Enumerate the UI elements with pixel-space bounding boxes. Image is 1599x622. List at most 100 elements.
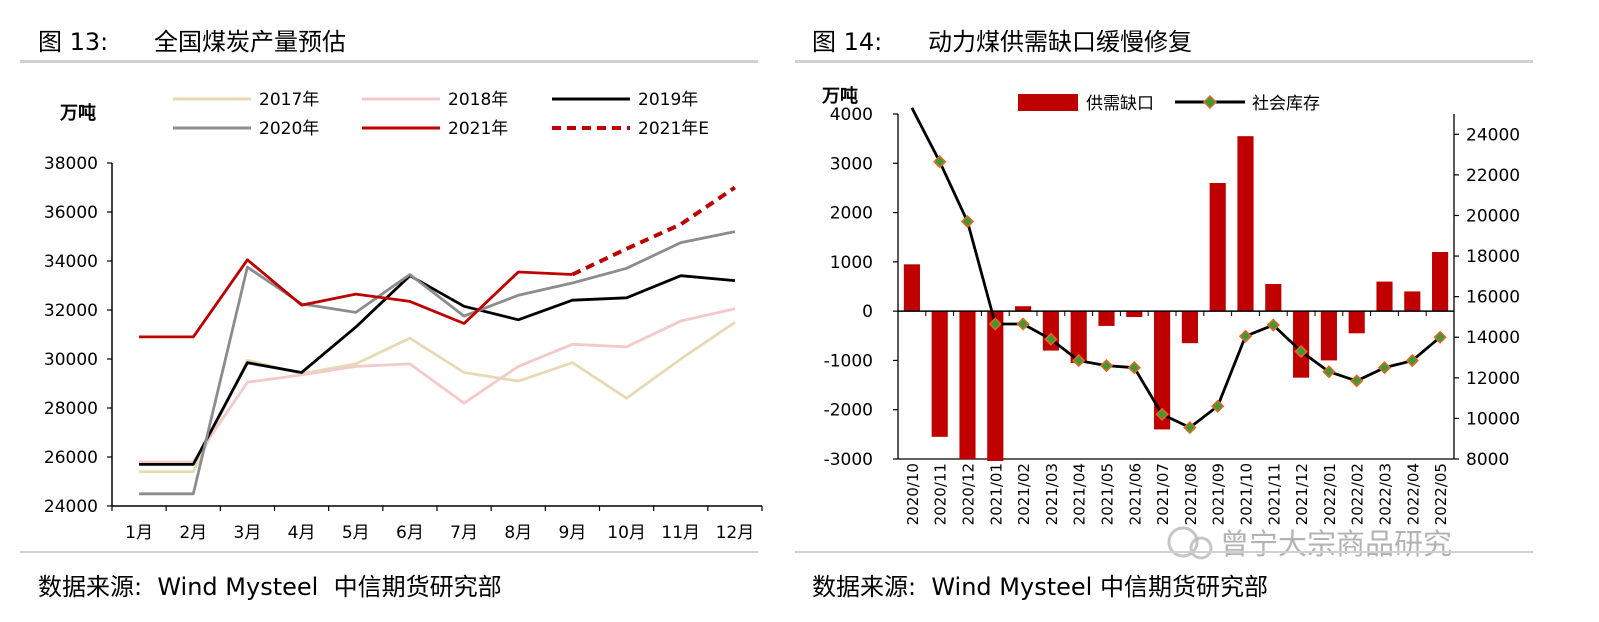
right-x-tick-label: 2021/06 xyxy=(1126,463,1144,525)
left-series-line-1 xyxy=(139,307,736,464)
right-inventory-marker xyxy=(1322,365,1336,379)
left-series-line-3 xyxy=(139,230,736,496)
left-series-line-5 xyxy=(571,185,737,277)
left-legend-label-2: 2019年 xyxy=(638,90,698,110)
right-inventory-marker xyxy=(1294,344,1308,359)
right-bar xyxy=(1432,252,1449,312)
right-inventory-marker xyxy=(960,214,975,229)
right-left-tick-label: -2000 xyxy=(824,401,873,421)
right-bottom-rule xyxy=(795,551,1533,553)
left-bottom-rule xyxy=(20,551,758,553)
right-bar xyxy=(1209,183,1226,312)
right-inventory-marker xyxy=(1377,361,1392,375)
right-bar xyxy=(1070,311,1087,363)
left-x-tick-label: 1月 xyxy=(125,523,153,543)
right-x-tick-label: 2021/04 xyxy=(1071,463,1089,525)
left-x-tick-label: 8月 xyxy=(504,523,532,543)
right-x-tick-label: 2022/04 xyxy=(1404,463,1422,525)
right-bar xyxy=(1237,136,1254,312)
left-legend-label-1: 2018年 xyxy=(448,90,508,110)
right-title-rule xyxy=(795,60,1533,63)
right-source: 数据来源: Wind Mysteel 中信期货研究部 xyxy=(812,573,1268,601)
right-right-tick-label: 24000 xyxy=(1466,125,1520,145)
right-legend-line-label: 社会库存 xyxy=(1252,94,1320,114)
right-x-tick-label: 2021/03 xyxy=(1043,463,1061,525)
right-chart-title: 图 14: 动力煤供需缺口缓慢修复 xyxy=(812,28,1193,56)
right-inventory-marker xyxy=(1266,318,1280,332)
left-y-axis-label: 万吨 xyxy=(59,102,96,124)
left-title-rule xyxy=(20,60,758,63)
right-x-tick-label: 2021/07 xyxy=(1154,463,1172,525)
right-x-tick-label: 2022/01 xyxy=(1321,463,1339,525)
right-inventory-marker xyxy=(1211,399,1225,413)
left-chart-title: 图 13: 全国煤炭产量预估 xyxy=(38,28,347,56)
left-x-tick-label: 4月 xyxy=(288,523,316,543)
right-x-tick-label: 2020/11 xyxy=(932,463,950,525)
right-inventory-marker xyxy=(1405,353,1419,368)
watermark-logo-icon xyxy=(1167,526,1199,558)
right-right-tick-label: 16000 xyxy=(1466,288,1520,308)
right-bar xyxy=(1265,284,1282,312)
right-legend-bar-label: 供需缺口 xyxy=(1086,94,1154,114)
right-inventory-marker xyxy=(933,155,947,169)
right-right-tick-label: 14000 xyxy=(1466,328,1520,348)
right-x-tick-label: 2021/11 xyxy=(1265,463,1283,525)
left-x-tick-label: 7月 xyxy=(450,523,478,543)
right-x-tick-label: 2021/10 xyxy=(1238,463,1256,525)
left-x-tick-label: 10月 xyxy=(607,523,646,543)
right-bar xyxy=(1348,311,1365,334)
right-right-tick-label: 20000 xyxy=(1466,206,1520,226)
right-chart: -3000 -2000 -1000 0 1000 2000 3000 4000 8000 1000… xyxy=(821,85,1520,561)
left-series-line-4 xyxy=(139,258,573,339)
right-inventory-marker xyxy=(1433,330,1447,344)
right-left-tick-label: 2000 xyxy=(830,204,873,224)
left-legend-label-4: 2021年 xyxy=(448,119,508,139)
right-inventory-marker xyxy=(1016,317,1030,331)
left-x-tick-label: 11月 xyxy=(661,523,700,543)
left-x-tick-label: 9月 xyxy=(559,523,587,543)
right-right-tick-label: 10000 xyxy=(1466,409,1520,429)
left-y-tick-label: 26000 xyxy=(44,448,98,468)
right-x-tick-label: 2022/05 xyxy=(1432,463,1450,525)
watermark-logo-icon-small xyxy=(1189,536,1213,560)
right-left-tick-label: 4000 xyxy=(830,105,873,125)
right-left-tick-label: -1000 xyxy=(824,351,873,371)
right-x-tick-label: 2021/09 xyxy=(1210,463,1228,525)
right-right-tick-label: 18000 xyxy=(1466,247,1520,267)
right-x-tick-label: 2021/12 xyxy=(1293,463,1311,525)
right-inventory-marker xyxy=(1350,374,1364,388)
right-x-tick-label: 2021/05 xyxy=(1099,463,1117,525)
left-y-tick-label: 24000 xyxy=(44,497,98,517)
left-y-tick-label: 32000 xyxy=(44,301,98,321)
right-right-tick-label: 12000 xyxy=(1466,369,1520,389)
right-bar xyxy=(1154,311,1171,430)
right-bar xyxy=(959,311,976,459)
left-y-tick-label: 34000 xyxy=(44,252,98,272)
right-inventory-marker xyxy=(1044,332,1058,346)
right-x-tick-label: 2020/12 xyxy=(960,463,978,525)
right-bar xyxy=(903,264,920,312)
left-series-line-2 xyxy=(139,274,736,466)
right-x-tick-label: 2021/02 xyxy=(1015,463,1033,525)
right-bar xyxy=(987,311,1004,461)
right-bar xyxy=(931,311,948,437)
right-bar xyxy=(1404,291,1421,312)
right-bar xyxy=(1181,311,1198,344)
right-x-tick-label: 2020/10 xyxy=(904,463,922,525)
right-y-axis-label: 万吨 xyxy=(821,85,858,107)
right-legend-bar-swatch xyxy=(1018,94,1078,111)
left-y-tick-label: 38000 xyxy=(44,154,98,174)
left-y-tick-label: 28000 xyxy=(44,399,98,419)
right-bar xyxy=(1126,311,1143,318)
right-left-tick-label: 0 xyxy=(862,302,873,322)
left-x-tick-label: 12月 xyxy=(716,523,755,543)
right-inventory-marker xyxy=(1127,361,1141,375)
right-plot-area xyxy=(903,107,1449,461)
right-right-tick-label: 22000 xyxy=(1466,166,1520,186)
right-inventory-marker xyxy=(1155,407,1169,421)
right-right-tick-label: 8000 xyxy=(1466,450,1509,470)
right-inventory-marker xyxy=(988,317,1002,331)
right-inventory-marker xyxy=(1099,359,1114,373)
left-legend-label-0: 2017年 xyxy=(259,90,319,110)
right-inventory-marker xyxy=(1238,329,1253,343)
